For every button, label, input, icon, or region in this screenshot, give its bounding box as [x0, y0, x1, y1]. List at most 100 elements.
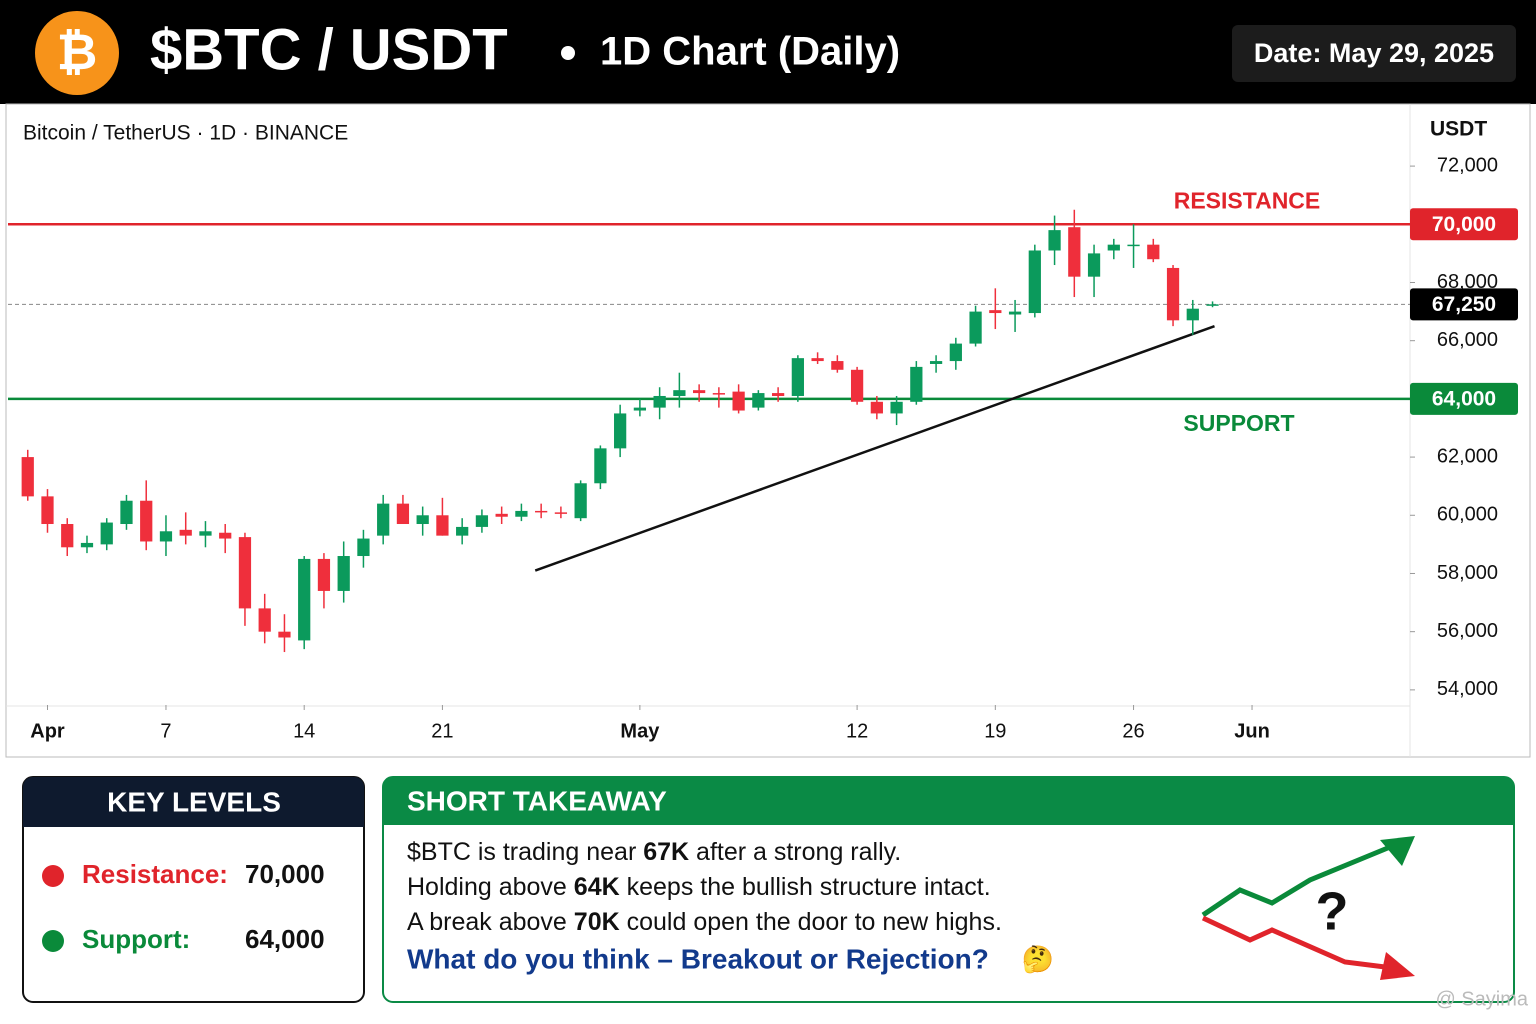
down-arrow-line	[1201, 915, 1394, 971]
candle-body	[831, 361, 844, 370]
candle-body	[258, 608, 271, 632]
text-run: keeps the bullish structure intact.	[620, 873, 991, 901]
candle-body	[614, 413, 627, 449]
highlight: 64K	[574, 873, 620, 901]
takeaway-text: $BTC is trading near 67K after a strong …	[407, 838, 1002, 936]
x-tick-label: 14	[293, 720, 315, 742]
emoji: 🤔	[1022, 944, 1054, 974]
candle-body	[633, 407, 647, 411]
candle-body	[219, 532, 232, 539]
candle-body	[436, 515, 449, 536]
y-tick-label: 54,000	[1437, 678, 1498, 700]
key-level-value: 64,000	[245, 924, 325, 954]
takeaway-line: A break above 70K could open the door to…	[407, 908, 1002, 936]
candle-body	[1186, 308, 1199, 321]
candle-body	[771, 393, 785, 396]
last-price-label: 67,250	[1432, 293, 1496, 316]
candle-body	[1087, 253, 1101, 277]
question-mark: ?	[1316, 881, 1349, 941]
candle-body	[890, 401, 903, 414]
level-price-box	[1410, 208, 1518, 241]
text-run: after a strong rally.	[689, 838, 901, 866]
candle-body	[199, 531, 212, 536]
y-tick-label: 68,000	[1437, 271, 1498, 293]
x-tick-label: 26	[1122, 720, 1144, 742]
candle-body	[475, 515, 489, 527]
candle-body	[396, 503, 410, 525]
y-tick-label: 72,000	[1437, 154, 1498, 176]
key-levels-title: KEY LEVELS	[107, 786, 281, 817]
candle-body	[752, 393, 765, 408]
candle-body	[357, 538, 370, 557]
candle-body	[870, 401, 883, 414]
separator-dot	[561, 46, 575, 60]
candle-body	[910, 366, 923, 402]
candle-body	[41, 496, 54, 525]
candle-body	[159, 531, 173, 542]
x-tick-label: Jun	[1234, 720, 1270, 742]
x-tick-label: 21	[431, 720, 453, 742]
x-tick-label: 19	[984, 720, 1006, 742]
candle-body	[554, 512, 568, 514]
level-name: RESISTANCE	[1174, 187, 1321, 213]
logo-symbol: ₿	[57, 24, 98, 80]
candle-body	[929, 361, 943, 364]
candle-body	[515, 510, 528, 517]
key-level-value: 70,000	[245, 859, 325, 889]
candle-body	[456, 526, 469, 536]
x-tick-label: Apr	[30, 720, 65, 742]
level-dot	[42, 865, 64, 887]
candle-body	[21, 457, 34, 497]
candle-body	[61, 524, 74, 548]
chart-subtitle: Bitcoin / TetherUS · 1D · BINANCE	[23, 122, 348, 145]
y-tick-label: 56,000	[1437, 620, 1498, 642]
level-price-label: 70,000	[1432, 213, 1496, 236]
candle-body	[1206, 304, 1219, 306]
candle-body	[989, 310, 1002, 314]
candle-body	[949, 343, 962, 362]
key-levels-header	[23, 777, 364, 827]
candle-body	[238, 537, 252, 609]
candle-body	[140, 500, 153, 542]
candle-body	[377, 503, 390, 536]
candle-body	[811, 358, 824, 362]
x-tick-label: May	[620, 720, 660, 742]
candle-body	[969, 311, 982, 344]
level-dot	[42, 930, 64, 952]
date-box	[1232, 25, 1516, 82]
takeaway-question: What do you think – Breakout or Rejectio…	[407, 943, 989, 974]
candle-body	[416, 515, 429, 525]
header-date: Date: May 29, 2025	[1254, 38, 1494, 68]
takeaway-line: Holding above 64K keeps the bullish stru…	[407, 873, 991, 901]
up-arrow-line	[1201, 842, 1396, 918]
highlight: 70K	[574, 908, 620, 936]
text-run: A break above	[407, 908, 574, 936]
text-run: could open the door to new highs.	[620, 908, 1002, 936]
plot: 54,000 56,000 58,000 60,000 62,000 66,000 68,0…	[8, 154, 1518, 742]
chart-frame	[5, 103, 1531, 758]
highlight: 67K	[643, 838, 689, 866]
candle-body	[1068, 227, 1081, 277]
down-arrowhead	[1380, 952, 1415, 980]
candle-body	[1048, 230, 1061, 251]
y-tick-label: 62,000	[1437, 445, 1498, 467]
trendline	[534, 324, 1215, 572]
candle-body	[791, 358, 804, 396]
candle-body	[179, 529, 192, 536]
candle-body	[574, 483, 587, 519]
y-tick-label: 58,000	[1437, 562, 1498, 584]
takeaway-header	[383, 777, 1514, 825]
x-tick-label: 7	[160, 720, 171, 742]
candle-body	[693, 390, 706, 394]
takeaway-title: SHORT TAKEAWAY	[407, 785, 667, 816]
candle-body	[495, 513, 508, 517]
level-name: SUPPORT	[1183, 410, 1294, 436]
takeaway-line: $BTC is trading near 67K after a strong …	[407, 838, 901, 866]
candle-body	[1008, 311, 1022, 315]
candle-body	[535, 510, 548, 513]
candle-body	[712, 393, 725, 395]
candle-body	[594, 448, 607, 484]
candle-body	[653, 395, 666, 408]
header-title: $BTC / USDT	[150, 17, 508, 82]
